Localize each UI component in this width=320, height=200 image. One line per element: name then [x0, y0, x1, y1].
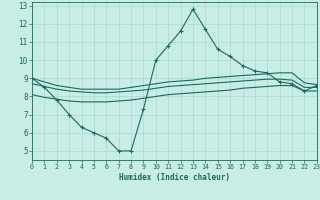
X-axis label: Humidex (Indice chaleur): Humidex (Indice chaleur) — [119, 173, 230, 182]
